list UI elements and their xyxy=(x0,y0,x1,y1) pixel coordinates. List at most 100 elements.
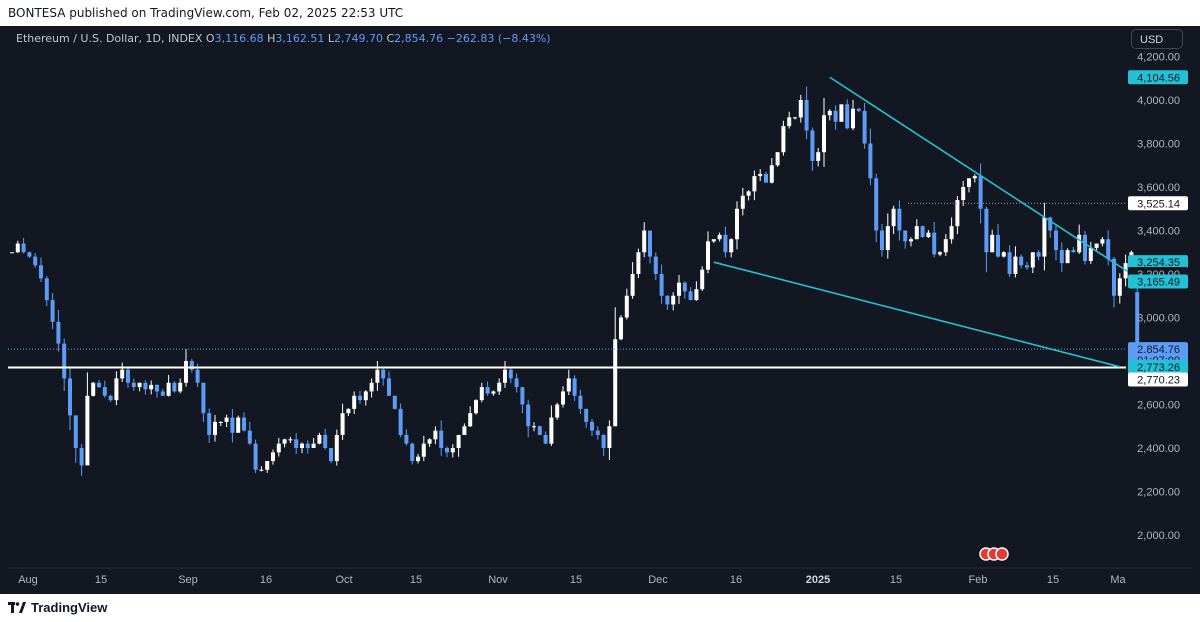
candle-body xyxy=(532,426,536,428)
candle-body xyxy=(282,439,287,444)
y-tick-label: 2,400.00 xyxy=(1137,443,1180,455)
candle-body xyxy=(160,391,165,396)
candle-body xyxy=(450,448,455,453)
candle-body xyxy=(1135,292,1140,350)
candle-body xyxy=(677,282,681,296)
close-label: C xyxy=(386,32,395,45)
chart-panel[interactable]: 2,000.00 2,200.00 2,400.00 2,600.00 3,000.00… xyxy=(8,26,1192,592)
x-tick-label: Nov xyxy=(488,574,508,586)
publish-header: BONTESA published on TradingView.com, Fe… xyxy=(0,0,1200,26)
candle-body xyxy=(288,439,293,441)
tradingview-logo[interactable]: TradingView xyxy=(8,600,107,615)
candle-body xyxy=(909,239,913,242)
candle-body xyxy=(856,108,861,111)
candle-body xyxy=(242,417,246,431)
candle-body xyxy=(920,226,925,238)
candle-body xyxy=(972,176,977,179)
candle-body xyxy=(572,378,577,396)
candle-body xyxy=(955,200,960,227)
candle-body xyxy=(659,274,664,296)
candle-body xyxy=(624,295,629,318)
candle-body xyxy=(816,152,821,161)
candle-body xyxy=(729,239,734,253)
high-value: 3,162.51 xyxy=(275,32,325,45)
candle-body xyxy=(839,104,844,122)
candle-body xyxy=(398,408,403,435)
candle-body xyxy=(880,230,884,251)
candle-body xyxy=(700,269,705,290)
price-chart[interactable]: 2,000.00 2,200.00 2,400.00 2,600.00 3,000.00… xyxy=(8,26,1192,592)
y-tick-label: 2,200.00 xyxy=(1137,487,1180,499)
price-label-text: 3,525.14 xyxy=(1137,198,1180,210)
currency-button[interactable]: USD xyxy=(1131,29,1183,49)
candle-body xyxy=(740,195,745,209)
candle-body xyxy=(804,100,809,131)
candle-body xyxy=(323,434,328,448)
publish-text: BONTESA published on TradingView.com, Fe… xyxy=(8,6,404,20)
candle-body xyxy=(50,300,55,322)
candle-body xyxy=(456,434,461,448)
candle-body xyxy=(1025,265,1029,268)
ohlc-legend: Ethereum / U.S. Dollar, 1D, INDEX O3,116… xyxy=(16,32,551,45)
candle-body xyxy=(1036,252,1041,257)
candle-body xyxy=(1088,247,1093,261)
low-label: L xyxy=(327,32,334,45)
candle-body xyxy=(949,226,954,240)
y-tick-label: 4,200.00 xyxy=(1137,52,1180,64)
candle-body xyxy=(334,434,339,462)
candle-body xyxy=(874,178,879,231)
close-value: 2,854.76 xyxy=(394,32,444,45)
candle-body xyxy=(131,382,136,388)
y-tick-label: 3,600.00 xyxy=(1137,182,1180,194)
candle-body xyxy=(433,430,438,440)
candle-body xyxy=(543,434,548,444)
candle-body xyxy=(15,243,20,253)
candle-body xyxy=(526,404,531,427)
candle-body xyxy=(21,243,26,253)
candle-body xyxy=(1071,250,1076,253)
candle-body xyxy=(213,421,217,435)
candle-body xyxy=(561,391,565,405)
candle-body xyxy=(822,115,826,153)
candle-body xyxy=(717,234,722,240)
candle-body xyxy=(317,434,322,444)
candle-body xyxy=(1077,234,1082,253)
candle-body xyxy=(149,384,154,390)
footer-bar: TradingView xyxy=(0,594,1200,622)
candle-body xyxy=(1112,258,1116,296)
candle-body xyxy=(114,378,119,401)
economic-event-icon xyxy=(995,547,1009,561)
candle-body xyxy=(746,191,751,196)
candle-body xyxy=(474,400,478,414)
candle-body xyxy=(775,152,780,166)
candle-body xyxy=(1030,252,1035,268)
candle-body xyxy=(381,369,386,379)
candle-body xyxy=(1013,256,1018,274)
candle-body xyxy=(1048,217,1053,231)
x-tick-label: 2025 xyxy=(806,574,830,586)
candle-body xyxy=(903,230,908,242)
candle-body xyxy=(514,378,519,388)
candle-body xyxy=(932,232,937,255)
y-tick-label: 3,400.00 xyxy=(1137,226,1180,238)
price-label-box xyxy=(1128,196,1188,211)
candle-body xyxy=(91,382,96,396)
candle-body xyxy=(56,321,61,344)
candle-body xyxy=(978,176,983,209)
candle-body xyxy=(218,421,223,423)
candle-body xyxy=(416,456,420,462)
candle-body xyxy=(329,448,333,462)
candle-body xyxy=(706,241,710,270)
candle-body xyxy=(352,395,357,409)
price-label-text: 3,165.49 xyxy=(1137,277,1180,289)
candle-body xyxy=(1059,250,1064,264)
candle-body xyxy=(630,274,635,296)
x-tick-label: 15 xyxy=(1047,574,1059,586)
x-tick-label: 15 xyxy=(95,574,107,586)
y-tick-label: 3,800.00 xyxy=(1137,139,1180,151)
candle-body xyxy=(491,391,496,394)
candle-body xyxy=(1100,239,1105,244)
y-tick-label: 3,000.00 xyxy=(1137,313,1180,325)
x-tick-label: Sep xyxy=(178,574,198,586)
candle-body xyxy=(68,378,72,416)
